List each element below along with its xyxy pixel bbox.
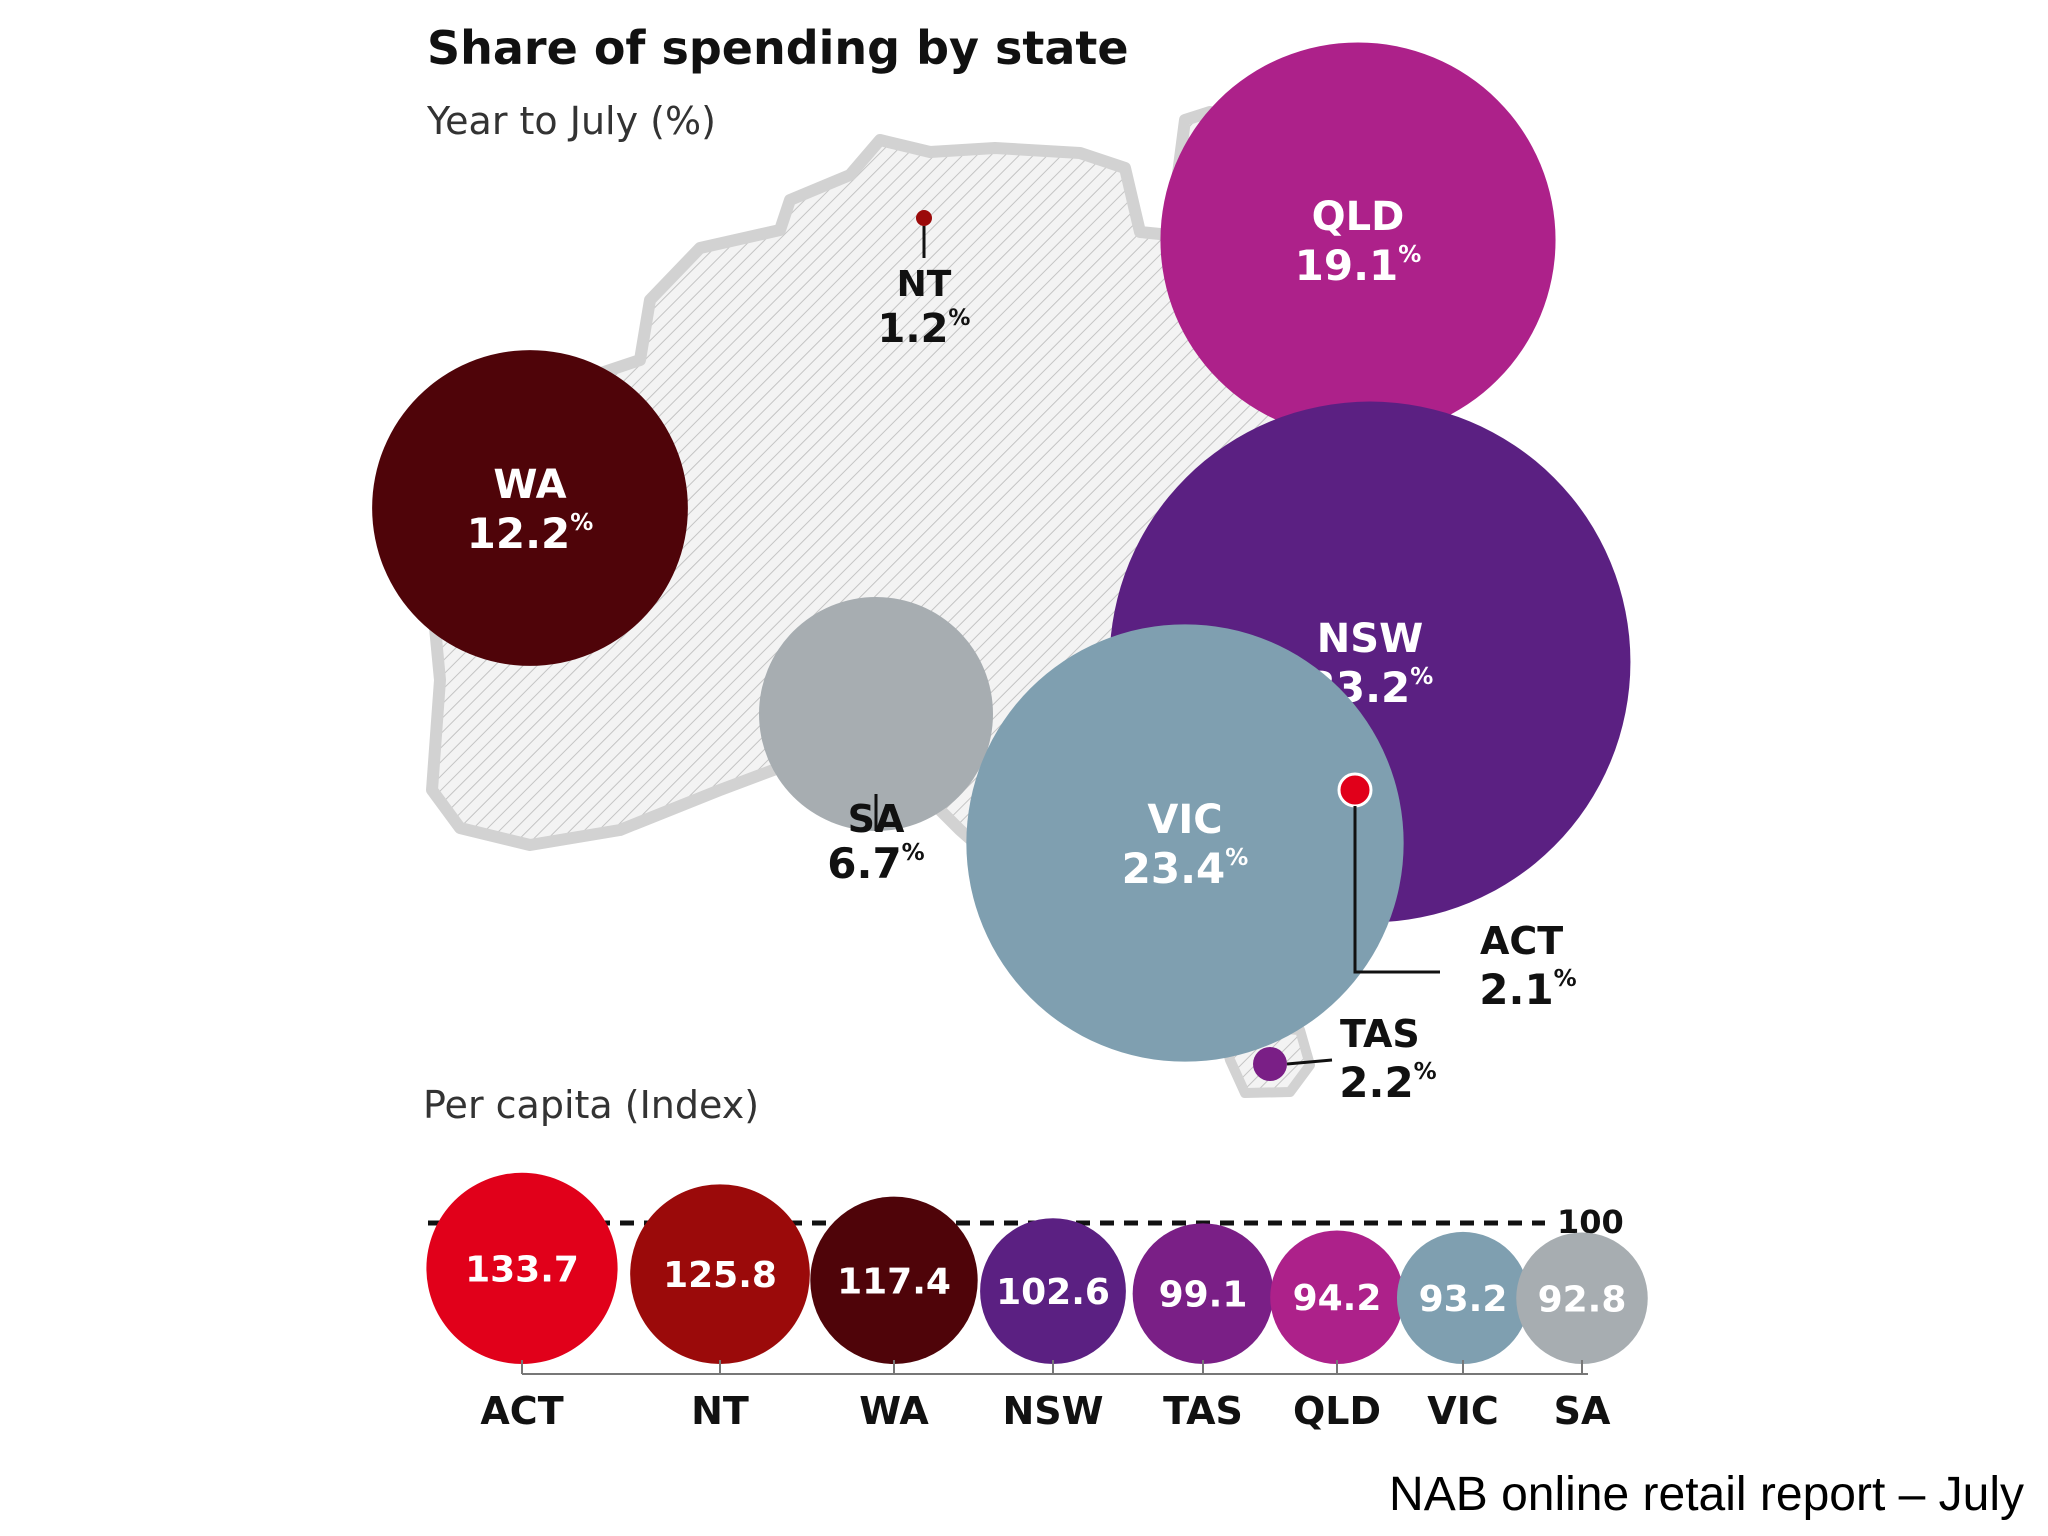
index-nt: 125.8 NT [630, 1184, 810, 1433]
bubble-qld [1160, 42, 1556, 438]
chart-title: Share of spending by state [427, 21, 1129, 75]
index-bubble-vic [1396, 1231, 1530, 1364]
index-label-nt: NT [691, 1389, 749, 1433]
index-value-tas: 99.1 [1159, 1275, 1248, 1316]
index-value-sa: 92.8 [1538, 1279, 1627, 1320]
bubble-act [1337, 772, 1373, 808]
index-label-tas: TAS [1163, 1389, 1243, 1433]
value-nt: 1.2% [878, 306, 971, 352]
label-sa: SA [848, 797, 905, 841]
state-bubbles: NT1.2%QLD19.1%WA12.2%NSW33.2%SA6.7%VIC23… [372, 42, 1631, 1107]
index-bubble-nsw [980, 1218, 1126, 1365]
bubble-vic [966, 624, 1404, 1062]
label-qld: QLD [1312, 194, 1405, 240]
value-tas: 2.2% [1339, 1058, 1436, 1107]
bubble-wa [372, 350, 688, 666]
label-nt: NT [897, 264, 952, 305]
value-sa: 6.7% [827, 839, 924, 888]
index-label-wa: WA [859, 1389, 929, 1433]
index-value-act: 133.7 [465, 1249, 579, 1290]
per-capita-bubbles: 133.7 ACT 125.8 NT 117.4 WA 102.6 NSW 99.1 TAS 94.… [426, 1172, 1648, 1433]
index-label-nsw: NSW [1002, 1389, 1103, 1433]
index-bubble-nt [630, 1184, 810, 1364]
value-qld: 19.1% [1295, 241, 1422, 290]
index-sa: 92.8 SA [1516, 1232, 1648, 1433]
index-bubble-wa [810, 1196, 978, 1364]
index-qld: 94.2 QLD [1270, 1230, 1404, 1433]
value-vic: 23.4% [1122, 844, 1249, 893]
index-bubble-qld [1270, 1230, 1404, 1364]
index-tas: 99.1 TAS [1132, 1223, 1274, 1433]
value-act: 2.1% [1479, 965, 1576, 1014]
label-nsw: NSW [1317, 616, 1423, 662]
index-bubble-sa [1516, 1232, 1648, 1364]
index-act: 133.7 ACT [426, 1172, 618, 1433]
state-nt: NT1.2% [878, 210, 971, 352]
index-bubble-act [426, 1172, 618, 1365]
index-label-vic: VIC [1427, 1389, 1498, 1433]
index-vic: 93.2 VIC [1396, 1231, 1530, 1433]
index-label-sa: SA [1554, 1389, 1611, 1433]
index-value-qld: 94.2 [1293, 1278, 1382, 1319]
leader-tas [1286, 1058, 1333, 1066]
bubble-nt [916, 210, 932, 226]
bubble-sa [759, 597, 993, 831]
label-vic: VIC [1147, 797, 1222, 843]
index-value-nsw: 102.6 [996, 1272, 1110, 1313]
label-tas: TAS [1340, 1012, 1420, 1056]
chart-subtitle: Year to July (%) [426, 99, 716, 143]
index-label-qld: QLD [1293, 1389, 1381, 1433]
index-bubble-tas [1132, 1223, 1274, 1364]
index-value-nt: 125.8 [663, 1255, 777, 1296]
value-wa: 12.2% [467, 509, 594, 558]
index-nsw: 102.6 NSW [980, 1218, 1126, 1433]
index-value-wa: 117.4 [837, 1261, 951, 1302]
source-note: NAB online retail report – July [1389, 1468, 2024, 1521]
index-value-vic: 93.2 [1419, 1279, 1508, 1320]
per-capita-title: Per capita (Index) [423, 1083, 759, 1127]
bubble-tas [1253, 1047, 1287, 1081]
state-sa: SA6.7% [759, 597, 993, 888]
label-act: ACT [1480, 919, 1563, 963]
leader-act [1353, 806, 1440, 974]
label-wa: WA [493, 462, 566, 508]
index-wa: 117.4 WA [810, 1196, 978, 1433]
index-label-act: ACT [480, 1389, 563, 1433]
